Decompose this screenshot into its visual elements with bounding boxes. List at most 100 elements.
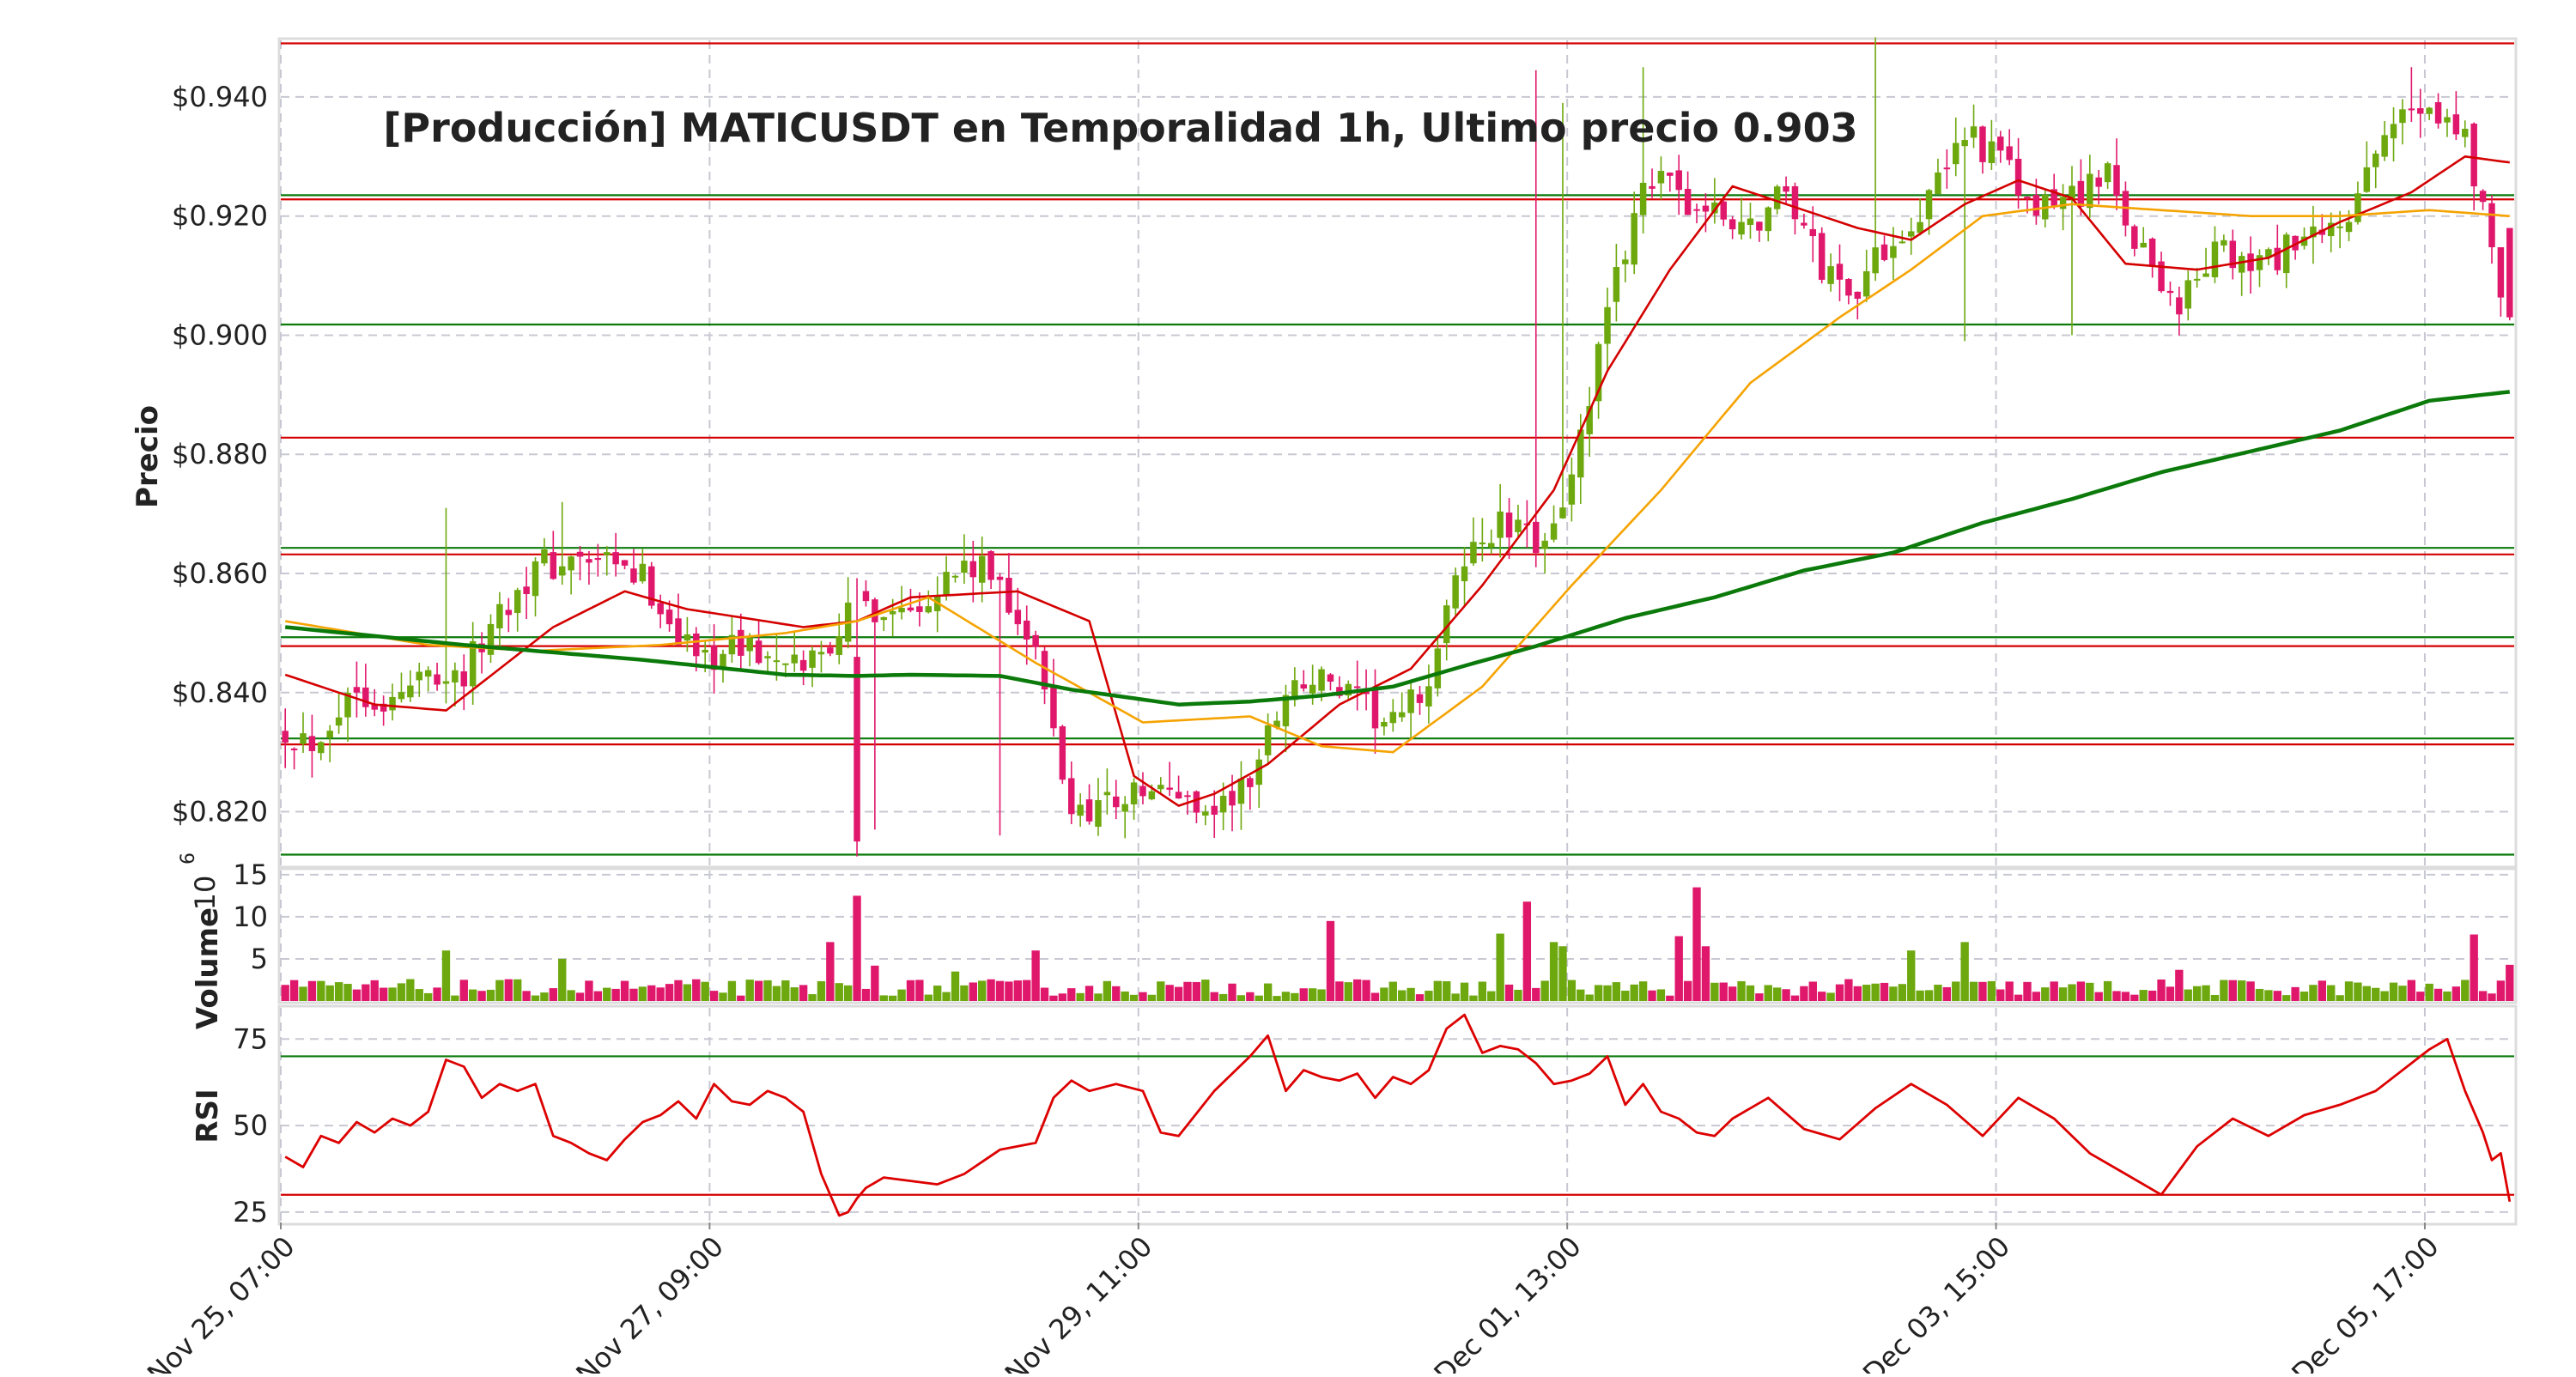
volume-bar [2032,992,2041,1001]
volume-bar [2282,995,2291,1001]
candle-body-down [1854,291,1862,299]
volume-bar [2220,980,2228,1001]
candle-body-down [1809,228,1817,237]
candle-body-down [353,687,361,693]
volume-bar [2496,980,2506,1001]
volume-bar [2041,987,2050,1001]
volume-bar [781,980,790,1001]
volume-bar [531,995,540,1001]
candle-body-up [1291,680,1298,701]
candle-body-up [809,650,816,668]
candle-body-up [1639,182,1647,215]
candle-body-up [728,634,736,655]
volume-bar [299,986,307,1001]
candle-body-up [1487,543,1495,548]
candle-body-up [639,563,647,582]
volume-bar [1218,993,1228,1001]
volume-bar [790,987,799,1001]
candle-body-down [1184,795,1191,798]
volume-bar [2300,992,2309,1001]
volume-bar [835,983,843,1001]
volume-bar [1621,991,1630,1001]
volume-bar [1246,992,1255,1001]
candle-body-up [1461,566,1468,582]
candle-body-up [1479,542,1486,545]
volume-bar [469,989,477,1001]
volume-bar [459,980,468,1001]
candle-body-down [1005,578,1012,613]
volume-bar [1532,987,1540,1001]
volume-bar [674,980,683,1001]
rsi-y-tick-label: 75 [233,1022,268,1055]
candle-body-down [1943,167,1951,170]
candle-body-down [2024,197,2031,199]
volume-bar [1755,993,1764,1001]
candle-body-down [1229,791,1236,806]
candle-body-up [1407,689,1414,713]
candle-body-up [1381,722,1388,727]
volume-bar [960,985,969,1001]
volume-bar [853,895,861,1001]
candle-body-down [1371,688,1379,729]
chart-title: [Producción] MATICUSDT en Temporalidad 1… [383,105,1857,151]
candle-body-down [523,586,530,595]
candle-body-up [1309,684,1316,694]
candle-body-down [1193,791,1200,813]
volume-bar [1023,980,1031,1001]
volume-bar [2076,981,2086,1001]
candle-body-down [1720,201,1727,220]
volume-bar [2273,991,2281,1001]
volume-bar [441,950,451,1001]
volume-bar [1818,992,1826,1001]
volume-bar [2237,980,2246,1001]
volume-exponent-label: 10 6 [178,852,222,910]
candle-body-down [2176,297,2183,315]
candle-body-up [496,604,503,628]
candle-body-down [854,657,860,842]
candle-body-up [558,566,566,576]
volume-bar [1835,984,1844,1001]
volume-bar [289,980,299,1001]
volume-bar [2014,994,2023,1001]
candle-body-up [300,733,307,744]
candle-body-down [1353,686,1361,688]
candle-body-down [799,659,807,671]
volume-bar [495,980,504,1001]
volume-bar [1683,980,1692,1001]
volume-bar [951,971,960,1001]
candle-body-up [1953,143,1959,165]
candle-body-down [2417,108,2424,114]
volume-bar [603,987,611,1001]
volume-bar [1049,995,1058,1001]
rsi-y-axis-label: RSI [191,1089,225,1143]
volume-y-ticks: 5 10 15 [233,858,268,975]
volume-bar [1666,995,1674,1001]
candle-body-up [2390,124,2397,139]
volume-bar [1291,992,1299,1001]
volume-bar [1326,920,1335,1001]
candle-body-down [1979,126,1986,162]
horizontal-levels [281,42,2514,856]
volume-bar [1674,936,1683,1001]
volume-bar [1728,986,1737,1001]
price-y-tick-label: $0.840 [172,676,268,709]
volume-bar [817,980,826,1001]
price-y-ticks: $0.820 $0.840 $0.860 $0.880 $0.900 $0.920 $0.9… [172,81,268,828]
price-y-tick-label: $0.940 [172,81,268,113]
price-gridlines [280,40,2514,865]
rsi-y-tick-label: 25 [233,1196,268,1228]
volume-exponent-power: 6 [178,852,199,864]
volume-bar [2184,989,2192,1001]
candle-body-down [1801,222,1807,226]
candle-body-down [1791,185,1799,220]
candle-body-up [1765,207,1772,232]
volume-y-tick-label: 5 [251,943,268,975]
volume-bar [1522,901,1532,1001]
candle-body-down [1675,170,1682,191]
volume-bar [1451,993,1460,1001]
volume-bar [1800,986,1808,1001]
volume-bar [683,984,692,1001]
candle-body-up [1425,686,1432,707]
volume-bar [1139,992,1147,1001]
